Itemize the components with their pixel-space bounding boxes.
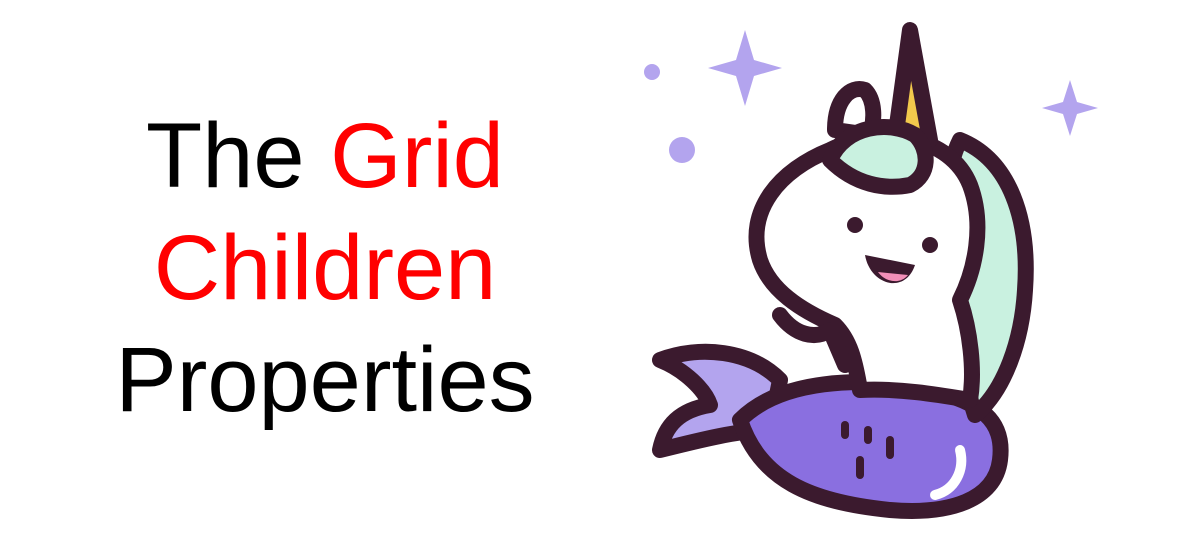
unicorn-body <box>748 128 986 408</box>
page-title: The Grid Children Properties <box>0 100 650 436</box>
title-line-3: Properties <box>115 329 535 431</box>
face <box>847 217 938 284</box>
title-prefix: The <box>146 105 331 207</box>
title-highlight-grid: Grid <box>330 105 504 207</box>
front-leg <box>772 307 853 373</box>
tail-marks <box>841 421 894 479</box>
title-line-1: The Grid <box>0 100 650 212</box>
hair-tuft <box>822 119 934 195</box>
unicorn-mermaid-icon <box>644 22 1098 519</box>
title-highlight-children: Children <box>153 217 497 319</box>
sparkle-decoration <box>644 30 1098 163</box>
tail-highlight <box>930 445 967 500</box>
